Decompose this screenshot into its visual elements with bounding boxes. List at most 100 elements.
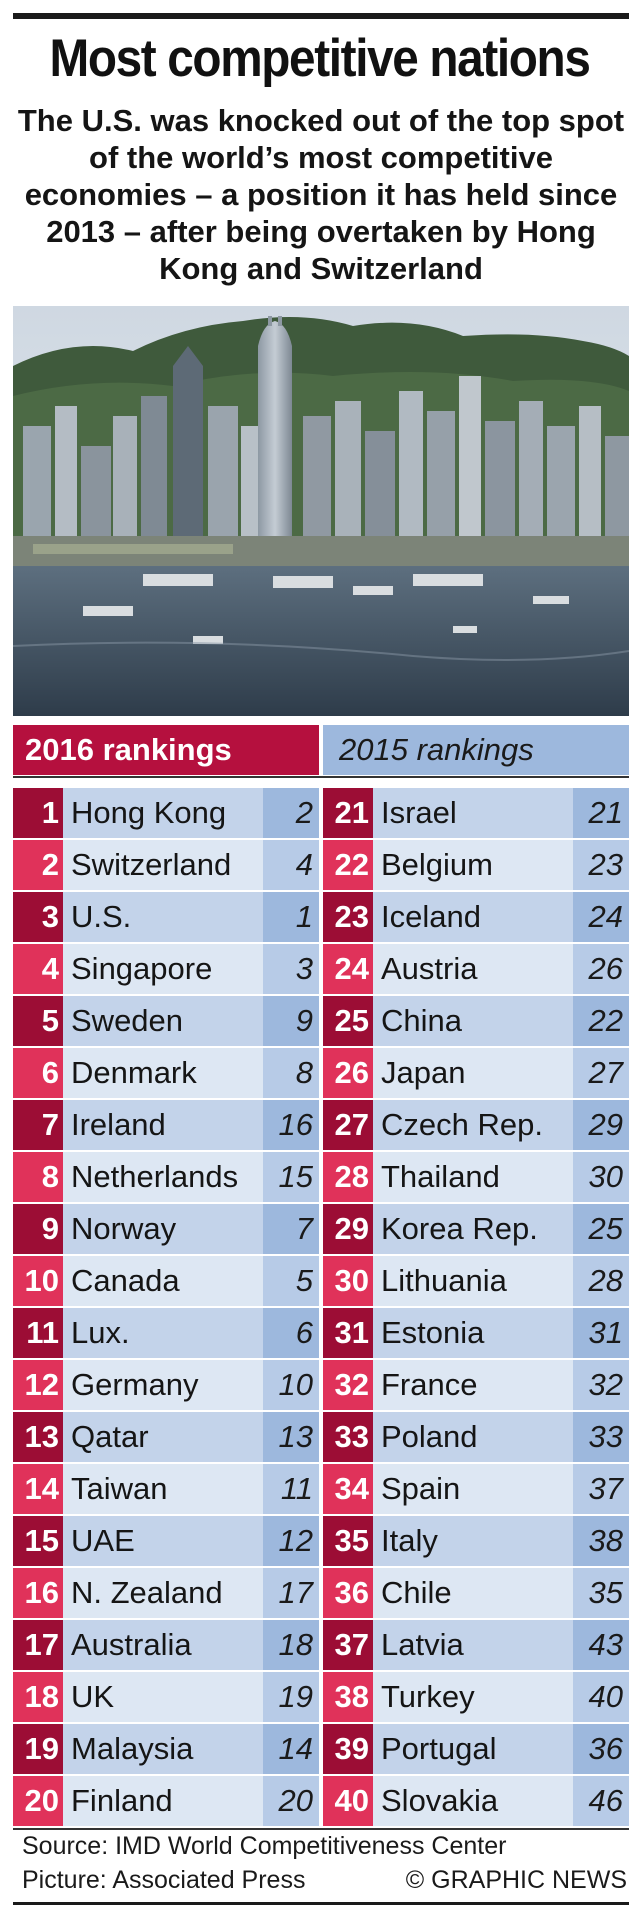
rank-2016: 18: [13, 1672, 63, 1722]
rank-2015: 9: [263, 996, 319, 1046]
table-row: 33 Poland 33: [323, 1412, 629, 1462]
table-row: 4 Singapore 3: [13, 944, 319, 994]
rank-2015: 35: [573, 1568, 629, 1618]
rank-2015: 1: [263, 892, 319, 942]
rank-2015: 14: [263, 1724, 319, 1774]
rank-2015: 15: [263, 1152, 319, 1202]
table-row: 28 Thailand 30: [323, 1152, 629, 1202]
table-row: 35 Italy 38: [323, 1516, 629, 1566]
rank-2016: 5: [13, 996, 63, 1046]
rank-2016: 16: [13, 1568, 63, 1618]
country-name: Canada: [63, 1256, 263, 1306]
rank-2016: 21: [323, 788, 373, 838]
table-row: 17 Australia 18: [13, 1620, 319, 1670]
country-name: Iceland: [373, 892, 573, 942]
table-row: 22 Belgium 23: [323, 840, 629, 890]
rank-2015: 8: [263, 1048, 319, 1098]
table-row: 23 Iceland 24: [323, 892, 629, 942]
table-row: 27 Czech Rep. 29: [323, 1100, 629, 1150]
picture-credit: Picture: Associated Press: [22, 1866, 306, 1894]
country-name: Lithuania: [373, 1256, 573, 1306]
rank-2015: 24: [573, 892, 629, 942]
country-name: Austria: [373, 944, 573, 994]
table-row: 30 Lithuania 28: [323, 1256, 629, 1306]
table-row: 39 Portugal 36: [323, 1724, 629, 1774]
rank-2016: 33: [323, 1412, 373, 1462]
country-name: Qatar: [63, 1412, 263, 1462]
rank-2015: 6: [263, 1308, 319, 1358]
country-name: Latvia: [373, 1620, 573, 1670]
country-name: UAE: [63, 1516, 263, 1566]
rank-2016: 11: [13, 1308, 63, 1358]
rank-2015: 31: [573, 1308, 629, 1358]
country-name: Germany: [63, 1360, 263, 1410]
rank-2015: 7: [263, 1204, 319, 1254]
top-rule: [13, 13, 629, 19]
rank-2016: 1: [13, 788, 63, 838]
rank-2015: 2: [263, 788, 319, 838]
table-row: 15 UAE 12: [13, 1516, 319, 1566]
footer-divider: [13, 1828, 629, 1830]
rank-2016: 6: [13, 1048, 63, 1098]
table-row: 25 China 22: [323, 996, 629, 1046]
rank-2016: 20: [13, 1776, 63, 1826]
rank-2016: 8: [13, 1152, 63, 1202]
country-name: Italy: [373, 1516, 573, 1566]
table-row: 38 Turkey 40: [323, 1672, 629, 1722]
table-row: 26 Japan 27: [323, 1048, 629, 1098]
table-row: 40 Slovakia 46: [323, 1776, 629, 1826]
rank-2015: 43: [573, 1620, 629, 1670]
table-row: 29 Korea Rep. 25: [323, 1204, 629, 1254]
rank-2016: 27: [323, 1100, 373, 1150]
rank-2016: 13: [13, 1412, 63, 1462]
rank-2016: 22: [323, 840, 373, 890]
country-name: Sweden: [63, 996, 263, 1046]
rank-2015: 4: [263, 840, 319, 890]
table-row: 5 Sweden 9: [13, 996, 319, 1046]
table-row: 34 Spain 37: [323, 1464, 629, 1514]
rank-2016: 40: [323, 1776, 373, 1826]
rank-2015: 28: [573, 1256, 629, 1306]
rank-2016: 32: [323, 1360, 373, 1410]
country-name: U.S.: [63, 892, 263, 942]
country-name: Hong Kong: [63, 788, 263, 838]
rank-2016: 24: [323, 944, 373, 994]
rank-2015: 27: [573, 1048, 629, 1098]
rank-2015: 18: [263, 1620, 319, 1670]
country-name: Spain: [373, 1464, 573, 1514]
country-name: Denmark: [63, 1048, 263, 1098]
rank-2015: 22: [573, 996, 629, 1046]
table-row: 16 N. Zealand 17: [13, 1568, 319, 1618]
rank-2016: 14: [13, 1464, 63, 1514]
country-name: Japan: [373, 1048, 573, 1098]
rankings-column-right: 21 Israel 21 22 Belgium 23 23 Iceland 24 24 Austri…: [323, 788, 629, 1828]
rank-2015: 30: [573, 1152, 629, 1202]
header-2016-rankings: 2016 rankings: [13, 725, 319, 775]
country-name: Ireland: [63, 1100, 263, 1150]
header-2015-rankings: 2015 rankings: [323, 725, 629, 775]
rank-2015: 46: [573, 1776, 629, 1826]
country-name: Taiwan: [63, 1464, 263, 1514]
bottom-rule: [13, 1902, 629, 1905]
table-row: 8 Netherlands 15: [13, 1152, 319, 1202]
country-name: Belgium: [373, 840, 573, 890]
table-row: 10 Canada 5: [13, 1256, 319, 1306]
rank-2016: 12: [13, 1360, 63, 1410]
rank-2015: 13: [263, 1412, 319, 1462]
country-name: Israel: [373, 788, 573, 838]
rank-2016: 31: [323, 1308, 373, 1358]
country-name: Malaysia: [63, 1724, 263, 1774]
rank-2016: 28: [323, 1152, 373, 1202]
rank-2016: 29: [323, 1204, 373, 1254]
rank-2016: 17: [13, 1620, 63, 1670]
rank-2016: 19: [13, 1724, 63, 1774]
rank-2015: 36: [573, 1724, 629, 1774]
rank-2016: 38: [323, 1672, 373, 1722]
rank-2016: 26: [323, 1048, 373, 1098]
rank-2015: 32: [573, 1360, 629, 1410]
table-row: 37 Latvia 43: [323, 1620, 629, 1670]
table-row: 24 Austria 26: [323, 944, 629, 994]
rank-2016: 30: [323, 1256, 373, 1306]
rank-2016: 3: [13, 892, 63, 942]
table-row: 9 Norway 7: [13, 1204, 319, 1254]
